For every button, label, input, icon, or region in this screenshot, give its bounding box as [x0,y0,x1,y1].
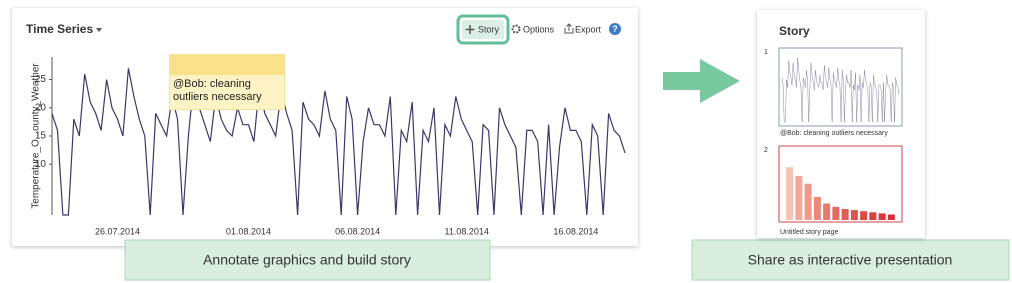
help-label[interactable]: ? [612,24,618,34]
dropdown-icon[interactable] [96,28,102,32]
story-button[interactable] [462,20,504,39]
caption-box [691,239,1010,281]
caption: Annotate graphics and build story [203,252,411,268]
bar [850,210,858,220]
annotation-text: @Bob: cleaning outliers necessary [173,78,262,103]
bar [813,196,821,220]
bar [869,212,877,220]
bar [832,206,840,220]
x-tick-label: 26.07.2014 [95,226,140,236]
page-number: 1 [764,49,768,56]
story-title: Story [779,24,810,38]
page-caption: Untitled story page [780,229,838,236]
bar [887,214,895,220]
story-label[interactable]: Story [478,24,500,34]
page-number: 2 [764,147,768,154]
bar [786,167,794,220]
help-icon[interactable] [609,23,621,35]
x-tick-label: 01.08.2014 [226,226,271,236]
data-line [51,68,626,216]
story-thumbnail[interactable] [778,47,903,127]
x-tick-label: 11.08.2014 [445,226,489,236]
bar [823,203,831,220]
export-icon[interactable] [564,23,574,34]
y-tick-label: 20 [35,102,47,113]
y-tick-label: 25 [35,74,47,85]
annotation-note: @Bob: cleaning outliers necessary [169,54,285,110]
chart-card [12,8,638,246]
bar [841,209,849,220]
export-label[interactable]: Export [575,24,602,34]
chart-title: Time Series [26,22,93,36]
x-tick-label: 16.08.2014 [553,226,598,236]
bar [860,211,868,220]
bar [795,176,803,220]
page-caption: @Bob: cleaning outliers necessary [780,130,888,137]
gear-icon[interactable] [511,24,521,34]
note-header [170,55,284,75]
x-tick-label: 06.08.2014 [335,226,380,236]
y-axis-label: Temperature_O...ounty_Weather [31,63,42,209]
bar [804,183,812,220]
caption-box [124,239,491,281]
story-highlight [456,14,510,45]
bar [878,213,886,220]
y-tick-label: 10 [35,159,47,170]
data-line [781,57,900,123]
options-label[interactable]: Options [523,24,555,34]
plus-icon [465,25,475,34]
arrow [663,59,740,103]
y-tick-label: 15 [35,131,47,142]
caption: Share as interactive presentation [748,252,953,268]
